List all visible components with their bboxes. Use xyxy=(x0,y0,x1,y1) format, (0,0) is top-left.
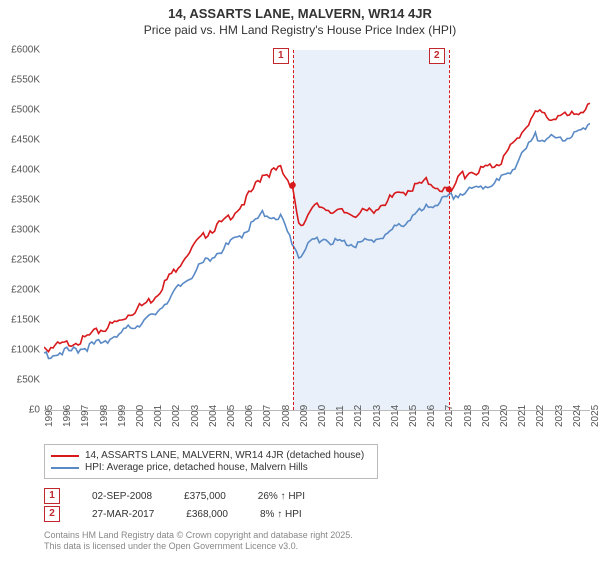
chart-subtitle: Price paid vs. HM Land Registry's House … xyxy=(0,23,600,37)
x-tick-label: 2011 xyxy=(335,405,346,427)
x-tick-label: 2013 xyxy=(372,405,383,427)
footer-line-2: This data is licensed under the Open Gov… xyxy=(44,541,353,552)
sale-date-2: 27-MAR-2017 xyxy=(92,509,154,520)
x-tick-label: 1995 xyxy=(44,405,55,427)
y-tick-label: £600K xyxy=(0,45,40,56)
series-line xyxy=(44,103,590,351)
x-tick-label: 2021 xyxy=(517,405,528,427)
y-tick-label: £300K xyxy=(0,225,40,236)
sale-price-1: £375,000 xyxy=(184,491,226,502)
chart-container: 14, ASSARTS LANE, MALVERN, WR14 4JR Pric… xyxy=(0,6,600,566)
y-tick-label: £350K xyxy=(0,195,40,206)
sale-row-2: 2 27-MAR-2017 £368,000 8% ↑ HPI xyxy=(44,506,305,522)
x-tick-label: 2002 xyxy=(171,405,182,427)
x-tick-label: 2024 xyxy=(572,405,583,427)
x-tick-label: 1997 xyxy=(80,405,91,427)
y-tick-label: £500K xyxy=(0,105,40,116)
sale-row-1: 1 02-SEP-2008 £375,000 26% ↑ HPI xyxy=(44,488,305,504)
x-tick-label: 1996 xyxy=(62,405,73,427)
y-tick-label: £400K xyxy=(0,165,40,176)
legend-row-series-2: HPI: Average price, detached house, Malv… xyxy=(51,462,371,473)
footer-line-1: Contains HM Land Registry data © Crown c… xyxy=(44,530,353,541)
x-tick-label: 2004 xyxy=(208,405,219,427)
legend-swatch-1 xyxy=(51,455,79,457)
sale-marker-box: 2 xyxy=(429,48,445,64)
x-tick-label: 2007 xyxy=(262,405,273,427)
x-tick-label: 2001 xyxy=(153,405,164,427)
sale-price-2: £368,000 xyxy=(186,509,228,520)
plot-area: £0£50K£100K£150K£200K£250K£300K£350K£400… xyxy=(44,50,590,410)
legend-row-series-1: 14, ASSARTS LANE, MALVERN, WR14 4JR (det… xyxy=(51,450,371,461)
legend-label-1: 14, ASSARTS LANE, MALVERN, WR14 4JR (det… xyxy=(85,450,364,461)
legend-box: 14, ASSARTS LANE, MALVERN, WR14 4JR (det… xyxy=(44,444,378,479)
sale-marker-box: 1 xyxy=(273,48,289,64)
sale-table: 1 02-SEP-2008 £375,000 26% ↑ HPI 2 27-MA… xyxy=(44,486,305,524)
footer-attribution: Contains HM Land Registry data © Crown c… xyxy=(44,530,353,553)
sale-marker-2: 2 xyxy=(44,506,60,522)
x-tick-label: 2005 xyxy=(226,405,237,427)
x-tick-label: 2014 xyxy=(390,405,401,427)
line-chart-svg xyxy=(44,50,590,410)
y-tick-label: £150K xyxy=(0,315,40,326)
sale-date-1: 02-SEP-2008 xyxy=(92,491,152,502)
y-tick-label: £250K xyxy=(0,255,40,266)
x-tick-label: 2008 xyxy=(281,405,292,427)
x-tick-label: 2022 xyxy=(535,405,546,427)
legend-label-2: HPI: Average price, detached house, Malv… xyxy=(85,462,308,473)
x-tick-label: 2015 xyxy=(408,405,419,427)
x-tick-label: 2017 xyxy=(444,405,455,427)
x-tick-label: 1998 xyxy=(99,405,110,427)
y-tick-label: £200K xyxy=(0,285,40,296)
y-tick-label: £550K xyxy=(0,75,40,86)
x-tick-label: 2019 xyxy=(481,405,492,427)
x-tick-label: 2018 xyxy=(463,405,474,427)
x-tick-label: 2009 xyxy=(299,405,310,427)
x-tick-label: 2003 xyxy=(190,405,201,427)
y-tick-label: £100K xyxy=(0,345,40,356)
sale-marker-1: 1 xyxy=(44,488,60,504)
x-tick-label: 2023 xyxy=(554,405,565,427)
sale-vertical-line xyxy=(293,50,294,410)
sale-delta-1: 26% ↑ HPI xyxy=(258,491,305,502)
sale-delta-2: 8% ↑ HPI xyxy=(260,509,302,520)
y-tick-label: £0 xyxy=(0,405,40,416)
x-tick-label: 2020 xyxy=(499,405,510,427)
x-tick-label: 2025 xyxy=(590,405,600,427)
y-tick-label: £450K xyxy=(0,135,40,146)
y-tick-label: £50K xyxy=(0,375,40,386)
series-line xyxy=(44,123,590,358)
x-tick-label: 2010 xyxy=(317,405,328,427)
x-tick-label: 2000 xyxy=(135,405,146,427)
x-tick-label: 2012 xyxy=(353,405,364,427)
chart-title: 14, ASSARTS LANE, MALVERN, WR14 4JR xyxy=(0,6,600,21)
x-tick-label: 2006 xyxy=(244,405,255,427)
x-tick-label: 1999 xyxy=(117,405,128,427)
sale-vertical-line xyxy=(449,50,450,410)
legend-swatch-2 xyxy=(51,467,79,469)
x-tick-label: 2016 xyxy=(426,405,437,427)
